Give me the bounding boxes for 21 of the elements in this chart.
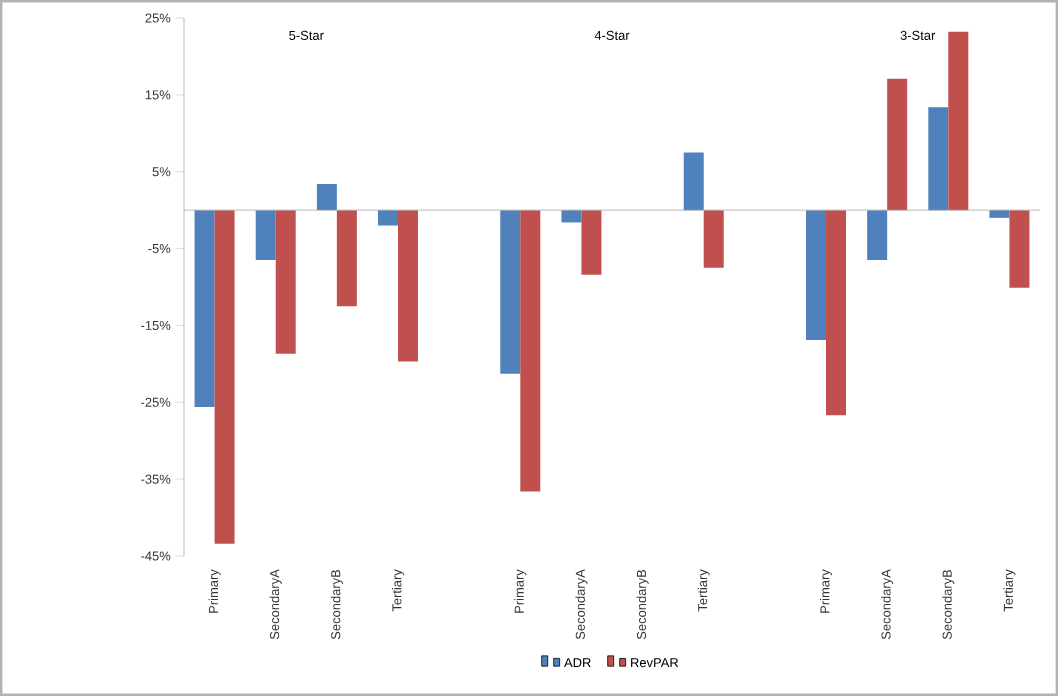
bar [275, 210, 296, 354]
bar [867, 210, 888, 261]
bar [928, 107, 949, 211]
bar [806, 210, 827, 341]
bar [948, 31, 969, 211]
bar [255, 210, 276, 261]
bar [336, 210, 357, 307]
bar [316, 184, 337, 211]
bar [194, 210, 215, 407]
bar [378, 210, 399, 226]
bar [703, 210, 724, 268]
bar [683, 152, 704, 211]
bar [989, 210, 1010, 218]
bar [581, 210, 602, 275]
bar [826, 210, 847, 416]
bar [520, 210, 541, 492]
bar [500, 210, 521, 374]
bar [1009, 210, 1030, 288]
bar [214, 210, 235, 544]
bar [398, 210, 419, 362]
bar [887, 78, 908, 211]
